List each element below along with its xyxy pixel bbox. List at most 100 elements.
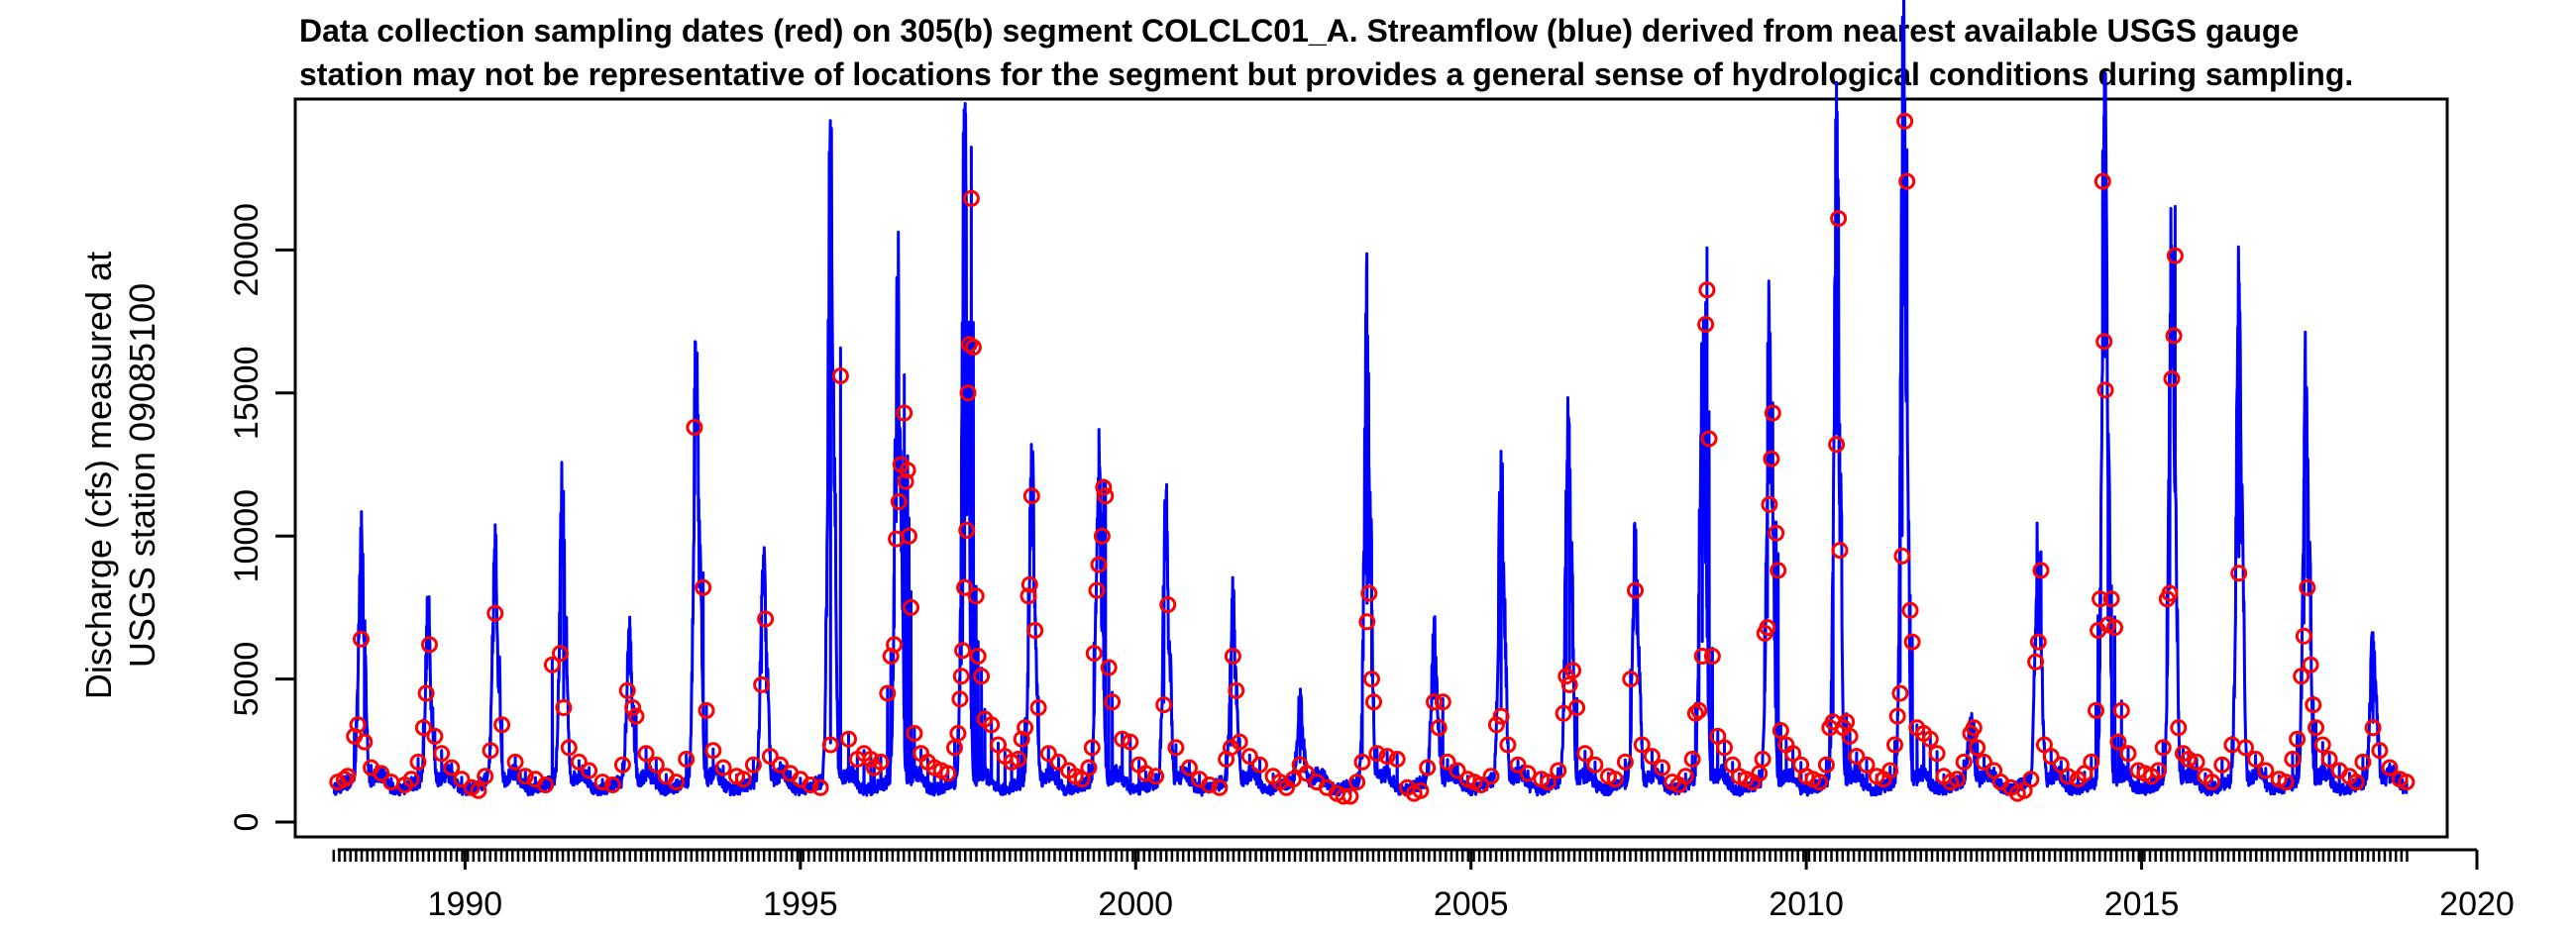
sample-point <box>1690 701 1708 719</box>
sample-point <box>1049 753 1067 771</box>
sample-point <box>543 656 561 673</box>
sample-point <box>939 765 957 782</box>
sample-point <box>821 736 839 754</box>
sample-point <box>761 748 779 766</box>
sample-point <box>1965 719 1983 737</box>
sample-point <box>1114 730 1131 748</box>
sample-point <box>1228 681 1245 699</box>
sample-point <box>772 756 789 774</box>
sample-point <box>1841 727 1859 745</box>
sample-point <box>1472 776 1490 793</box>
sample-point <box>967 587 985 605</box>
sample-point <box>1586 756 1604 774</box>
sample-point <box>951 690 969 708</box>
sample-point <box>962 189 980 207</box>
sample-point <box>872 753 890 771</box>
sample-point <box>1771 722 1789 740</box>
sample-point <box>2257 762 2275 779</box>
sample-point <box>1830 210 1848 228</box>
sample-point <box>2154 739 2172 757</box>
sample-point <box>2188 753 2205 771</box>
sample-point <box>1083 739 1101 757</box>
sample-point <box>2203 774 2221 791</box>
sample-point <box>954 642 972 660</box>
sample-point <box>1419 759 1437 776</box>
sample-point <box>901 527 917 545</box>
sample-point <box>1616 753 1634 771</box>
sample-point <box>1022 487 1040 505</box>
sample-point <box>2371 742 2389 760</box>
sample-point <box>1100 659 1118 676</box>
sample-point <box>879 684 897 702</box>
x-tick-label: 2010 <box>1769 885 1844 923</box>
x-tick-label: 2015 <box>2104 885 2180 923</box>
sample-point <box>1201 776 1219 793</box>
y-tick-label: 5000 <box>228 642 266 717</box>
sample-point <box>802 776 819 793</box>
sample-point <box>1686 704 1704 722</box>
sample-point <box>668 774 686 791</box>
sample-point <box>1519 765 1537 782</box>
sample-point <box>618 681 636 699</box>
sample-point <box>1903 633 1921 651</box>
sample-point <box>956 578 974 596</box>
sample-point <box>753 675 771 693</box>
sample-point <box>1365 693 1382 711</box>
sample-point <box>1955 753 1973 771</box>
sample-point <box>958 521 976 539</box>
sample-point <box>2096 381 2114 399</box>
sample-point <box>1439 753 1456 771</box>
sample-point <box>831 367 849 384</box>
sample-point <box>1155 696 1173 714</box>
sample-point <box>1564 662 1582 679</box>
sample-point <box>1576 745 1594 763</box>
sample-point <box>1426 693 1443 711</box>
sample-point <box>1754 751 1771 768</box>
sample-point <box>1231 733 1248 751</box>
sample-point <box>1901 601 1919 619</box>
x-tick-label: 2020 <box>2439 885 2515 923</box>
y-tick-label: 15000 <box>228 347 266 441</box>
sample-point <box>1363 671 1380 688</box>
sample-point <box>356 733 374 751</box>
sample-point <box>704 742 722 760</box>
sample-point <box>2059 768 2077 785</box>
sample-point <box>2299 578 2316 596</box>
sample-point <box>1039 745 1057 763</box>
sample-point <box>1784 745 1802 763</box>
sample-point <box>637 745 655 763</box>
streamflow-series <box>332 0 2410 797</box>
sample-point <box>477 768 494 785</box>
sample-point <box>417 684 435 702</box>
sample-point <box>714 759 732 776</box>
y-axis-label-line-1: Discharge (cfs) measured at <box>78 252 119 699</box>
sample-point <box>1693 648 1711 665</box>
sample-point <box>1097 487 1115 505</box>
x-tick-label: 1995 <box>763 885 838 923</box>
sample-point <box>1284 771 1302 788</box>
sample-point <box>537 776 555 793</box>
sample-point <box>624 699 642 716</box>
sample-point <box>627 707 645 725</box>
sample-point <box>896 404 913 422</box>
sample-point <box>1848 748 1866 766</box>
sample-point <box>2088 701 2104 719</box>
sample-point <box>890 493 908 510</box>
sample-point <box>2284 751 2302 768</box>
sample-point <box>2295 627 2312 645</box>
sample-point <box>952 668 970 685</box>
sample-point <box>1298 765 1316 782</box>
sample-point <box>1568 699 1586 716</box>
y-axis: 0 5000 10000 15000 20000 <box>228 107 297 831</box>
sample-point <box>1224 648 1241 665</box>
sample-point <box>581 762 598 779</box>
sample-point <box>1335 787 1352 805</box>
sample-point <box>903 598 919 616</box>
sample-point <box>470 781 487 799</box>
sample-point <box>1828 436 1846 454</box>
sample-point <box>2042 748 2060 766</box>
chart-title-line-2: station may not be representative of loc… <box>299 56 2353 92</box>
sample-point <box>2237 739 2254 757</box>
sample-point <box>949 725 967 742</box>
